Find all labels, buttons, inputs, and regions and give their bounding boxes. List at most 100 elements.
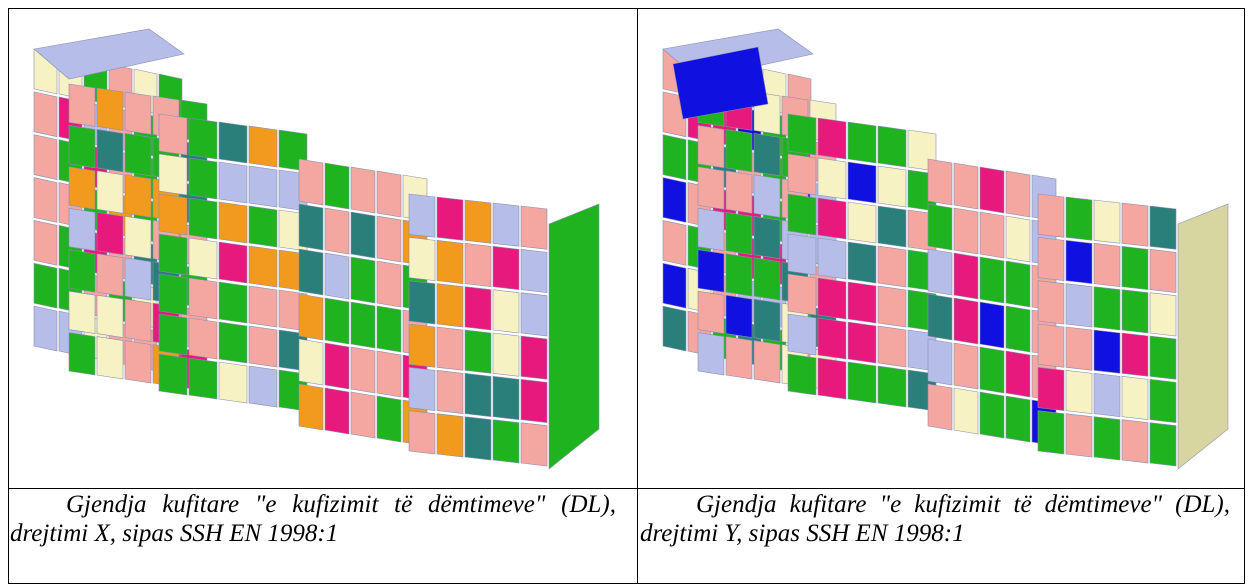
wing-c-panel [158,353,188,396]
wing-a-panel [33,91,58,138]
wing-d-panel [376,305,402,353]
wing-e-panel [1121,289,1149,334]
wing-c-panel [218,241,248,284]
wing-d-panel [324,342,350,390]
wing-a-panel [662,305,687,352]
wing-e-panel [1037,236,1065,282]
wing-e-panel [1093,416,1121,461]
wing-c-panel [218,281,248,324]
wing-a-panel [662,220,687,266]
wing-c-panel [787,313,817,356]
wing-d-panel [979,256,1005,304]
wing-b-panel [697,332,725,376]
wing-b-panel [753,298,781,342]
wing-c-panel [817,277,847,320]
wing-e-panel [492,245,520,291]
wing-e-panel [408,366,436,412]
wing-e-panel [436,413,464,458]
wing-b-panel [753,215,781,260]
wing-c-panel [248,365,278,408]
wing-e-panel [1093,329,1121,374]
wing-c-panel [188,197,218,240]
roof-void [672,46,769,120]
wing-d-panel [376,395,402,443]
wing-c-panel [787,273,817,316]
wing-e-panel [492,202,520,247]
wing-c-panel [877,325,907,368]
wing-e-panel [1065,326,1093,371]
wing-c-panel [787,193,817,236]
wing-d-panel [324,387,350,435]
wing-e-panel [1093,242,1121,288]
wing-c-panel [877,285,907,328]
wing-e-panel [1037,410,1065,455]
wing-e-panel [1065,196,1093,241]
wing-c-panel [188,157,218,200]
wing-d-panel [350,391,376,439]
wing-b-panel [725,336,753,380]
wing-e-panel [464,416,492,461]
wing-d-panel [979,391,1005,439]
wing-d-panel [927,203,953,251]
wing-d-panel [953,252,979,300]
wing-c-panel [787,113,817,156]
wing-e-panel [464,329,492,374]
wing-d-panel [350,211,376,259]
wing-d-panel [350,346,376,394]
wing-a-panel [33,262,58,309]
wing-b-panel [68,125,96,169]
wing-e-panel [1037,323,1065,368]
wing-c-panel [817,117,847,160]
wing-e-panel [464,286,492,331]
wing-e-panel [408,280,436,325]
wing-d-panel [324,162,350,210]
wing-e-panel [492,289,520,334]
wing-b-panel [124,133,152,177]
wing-c-panel [158,313,188,356]
wing-d-panel [350,301,376,349]
wing-c-panel [158,273,188,316]
wing-e-panel [1093,286,1121,331]
wing-d-panel [298,293,324,341]
model-image-x [9,9,637,488]
wing-d-panel [953,387,979,435]
wing-d-panel [979,301,1005,349]
wing-b-panel [96,253,124,297]
wing-b-panel [124,257,152,301]
wing-d-panel [979,346,1005,394]
wing-e-panel [408,193,436,238]
wing-a-panel [33,220,58,266]
wing-a-panel [33,134,58,180]
wing-a-panel [662,134,687,180]
wing-e-panel [520,335,548,380]
wing-b-panel [68,83,96,127]
wing-e-panel [1037,280,1065,325]
wing-e-panel [436,283,464,328]
wing-c-panel [847,241,877,284]
wing-d-panel [927,248,953,296]
wing-d-panel [1005,350,1031,398]
wing-c-panel [158,233,188,276]
wing-d-panel [927,383,953,431]
wing-a-panel [662,177,687,223]
wing-c-panel [817,357,847,400]
wing-e-panel [436,326,464,371]
wing-d-panel [298,338,324,386]
wing-c-panel [218,201,248,244]
wing-c-panel [847,161,877,204]
wing-b-panel [68,332,96,376]
wing-d-panel [953,162,979,210]
end-wall [1177,203,1229,470]
wing-d-panel [953,297,979,345]
wing-d-panel [1005,395,1031,443]
wing-e-panel [408,323,436,368]
wing-b-panel [697,249,725,293]
wing-d-panel [350,256,376,304]
wing-e-panel [408,236,436,282]
wing-c-panel [248,325,278,368]
wing-b-panel [96,336,124,380]
wing-c-panel [787,353,817,396]
wing-d-panel [298,203,324,251]
wing-c-panel [158,193,188,236]
wing-c-panel [188,317,218,360]
